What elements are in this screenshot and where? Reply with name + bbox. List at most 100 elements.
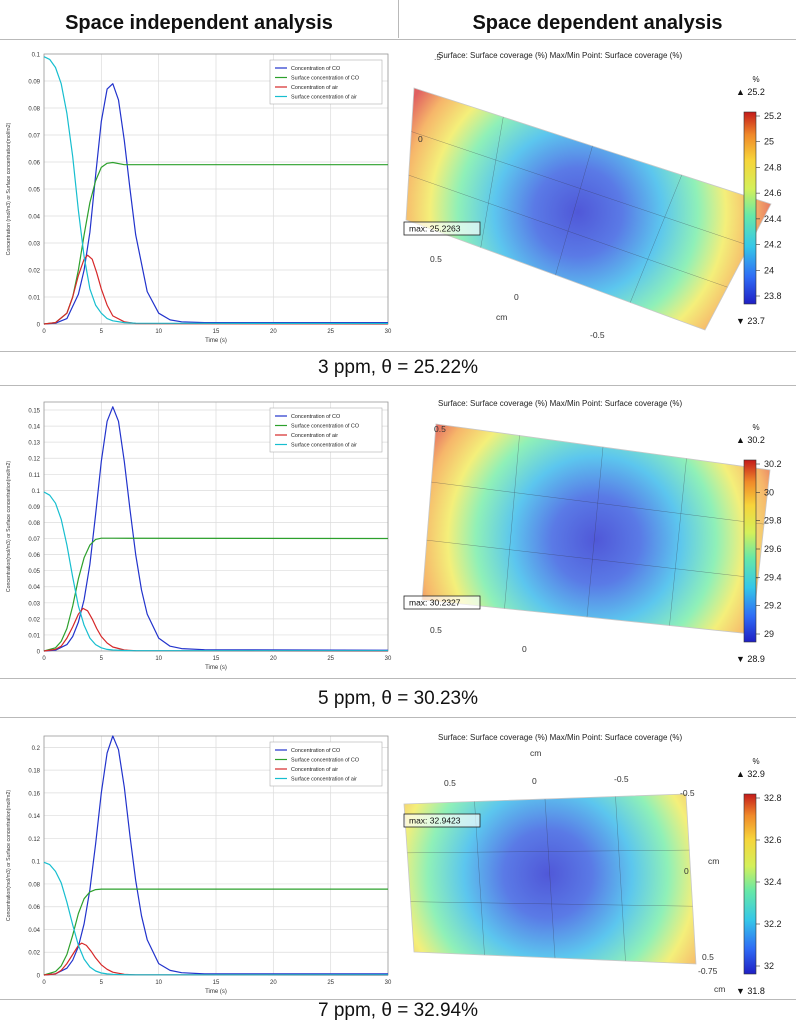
axis-label: -0.5 bbox=[590, 330, 605, 340]
series-line-4 bbox=[43, 56, 389, 325]
legend-label-4: Surface concentration of air bbox=[291, 777, 357, 783]
colorbar-tick-label: 29.6 bbox=[764, 544, 782, 554]
map-title: Surface: Surface coverage (%) Max/Min Po… bbox=[438, 399, 682, 408]
y-tick-label: 0.1 bbox=[32, 860, 41, 866]
legend-box bbox=[269, 407, 383, 453]
mesh-line bbox=[410, 901, 693, 907]
colorbar-tick-label: 24.8 bbox=[764, 162, 782, 172]
series-line-1 bbox=[43, 735, 388, 976]
colorbar-tick-label: 32.8 bbox=[764, 793, 782, 803]
coverage-surface bbox=[403, 793, 697, 965]
line-chart-panel-2: 0 0.01 0.02 0.03 0.04 0.05 0.06 0.07 0.08 0.09 0.1… bbox=[0, 390, 396, 675]
map-title: Surface: Surface coverage (%) Max/Min Po… bbox=[438, 733, 682, 742]
x-tick-label: 30 bbox=[385, 656, 392, 662]
axis-label: 0 bbox=[532, 776, 537, 786]
series-line-4 bbox=[43, 491, 388, 652]
x-tick-label: 25 bbox=[327, 329, 334, 335]
colorbar-unit: % bbox=[752, 75, 759, 84]
x-tick-label: 25 bbox=[327, 656, 334, 662]
colorbar-tick-label: 29.2 bbox=[764, 601, 782, 611]
header-divider bbox=[398, 0, 399, 38]
y-tick-label: 0.08 bbox=[28, 882, 40, 888]
mesh-line bbox=[669, 458, 687, 626]
max-label-box bbox=[403, 221, 481, 236]
max-label-box bbox=[403, 813, 481, 828]
colorbar-tick-label: 30 bbox=[764, 487, 774, 497]
y-tick-label: 0.01 bbox=[28, 296, 40, 302]
colorbar-tick-label: 25 bbox=[764, 137, 774, 147]
mesh-line bbox=[555, 145, 593, 276]
colorbar-tick-label: 32.6 bbox=[764, 835, 782, 845]
axis-label: 0.5 bbox=[702, 952, 714, 962]
x-tick-label: 30 bbox=[385, 329, 392, 335]
line-chart-3: 0 0.02 0.04 0.06 0.08 0.1 0.12 0.14 0.16 0.18 0.2 0… bbox=[0, 724, 396, 999]
series-line-3 bbox=[43, 942, 389, 976]
mesh-line bbox=[431, 481, 765, 525]
colorbar-unit: % bbox=[752, 423, 759, 432]
y-tick-label: 0.04 bbox=[28, 585, 40, 591]
legend-label-4: Surface concentration of air bbox=[291, 95, 357, 101]
colorbar bbox=[743, 793, 757, 975]
colorbar-tick-label: 23.8 bbox=[764, 291, 782, 301]
y-tick-label: 0.14 bbox=[28, 814, 40, 820]
y-tick-label: 0.1 bbox=[32, 489, 41, 495]
x-tick-label: 0 bbox=[42, 656, 46, 662]
legend-label-2: Surface concentration of CO bbox=[291, 758, 359, 764]
y-tick-label: 0.03 bbox=[28, 242, 40, 248]
axis-label: -0.75 bbox=[698, 966, 718, 976]
x-tick-label: 0 bbox=[42, 329, 46, 335]
legend-label-2: Surface concentration of CO bbox=[291, 76, 359, 82]
y-tick-label: 0 bbox=[37, 323, 41, 329]
surface-map-panel-3: Surface: Surface coverage (%) Max/Min Po… bbox=[400, 724, 792, 999]
y-tick-label: 0.15 bbox=[28, 409, 40, 415]
legend-label-1: Concentration of CO bbox=[291, 66, 340, 72]
axis-label: 0 bbox=[684, 866, 689, 876]
colorbar bbox=[743, 111, 757, 305]
x-axis-label: Time (s) bbox=[205, 989, 227, 995]
colorbar-tick-label: 24.6 bbox=[764, 188, 782, 198]
left-column-header: Space independent analysis bbox=[65, 12, 333, 34]
mesh-line bbox=[407, 849, 690, 854]
colorbar-tick-label: 32 bbox=[764, 961, 774, 971]
y-tick-label: 0.13 bbox=[28, 441, 40, 447]
colorbar-tick-label: 29 bbox=[764, 629, 774, 639]
axis-label: -0.5 bbox=[680, 788, 695, 798]
y-tick-label: 0.07 bbox=[28, 537, 40, 543]
axis-label: 0.5 bbox=[434, 424, 446, 434]
axis-label: 0 bbox=[522, 644, 527, 654]
legend-label-4: Surface concentration of air bbox=[291, 443, 357, 449]
row-divider-3 bbox=[0, 678, 796, 679]
axis-label: 0.5 bbox=[444, 778, 456, 788]
colorbar-tick-label: 29.8 bbox=[764, 516, 782, 526]
legend-box bbox=[269, 741, 383, 787]
mesh-line bbox=[480, 116, 504, 248]
colorbar-min: ▼ 23.7 bbox=[736, 316, 765, 326]
colorbar-unit: % bbox=[752, 757, 759, 766]
x-tick-label: 10 bbox=[155, 980, 162, 986]
x-tick-label: 15 bbox=[213, 656, 220, 662]
axis-label: 0.5 bbox=[430, 625, 442, 635]
y-tick-label: 0.06 bbox=[28, 553, 40, 559]
series-line-1 bbox=[43, 406, 389, 652]
mesh-line bbox=[426, 539, 759, 579]
x-tick-label: 30 bbox=[385, 980, 392, 986]
y-tick-label: 0.09 bbox=[28, 80, 40, 86]
max-label-box bbox=[403, 595, 481, 610]
x-tick-label: 15 bbox=[213, 329, 220, 335]
y-tick-label: 0.08 bbox=[28, 521, 40, 527]
max-label-text: max: 25.2263 bbox=[409, 224, 461, 234]
y-tick-label: 0.02 bbox=[28, 617, 40, 623]
colorbar-tick-label: 24.4 bbox=[764, 214, 782, 224]
mesh-line bbox=[408, 174, 728, 288]
line-chart-2: 0 0.01 0.02 0.03 0.04 0.05 0.06 0.07 0.08 0.09 0.1… bbox=[0, 390, 396, 675]
max-label-text: max: 30.2327 bbox=[409, 598, 461, 608]
x-tick-label: 25 bbox=[327, 980, 334, 986]
axis-label: 0.5 bbox=[430, 254, 442, 264]
surface-map-3: Surface: Surface coverage (%) Max/Min Po… bbox=[400, 724, 792, 999]
row-divider-1 bbox=[0, 351, 796, 352]
axis-label: cm bbox=[714, 984, 725, 994]
surface-map-panel-1: Surface: Surface coverage (%) Max/Min Po… bbox=[400, 42, 792, 348]
y-tick-label: 0.11 bbox=[29, 473, 41, 479]
series-line-3 bbox=[43, 607, 389, 652]
series-line-3 bbox=[43, 254, 389, 325]
